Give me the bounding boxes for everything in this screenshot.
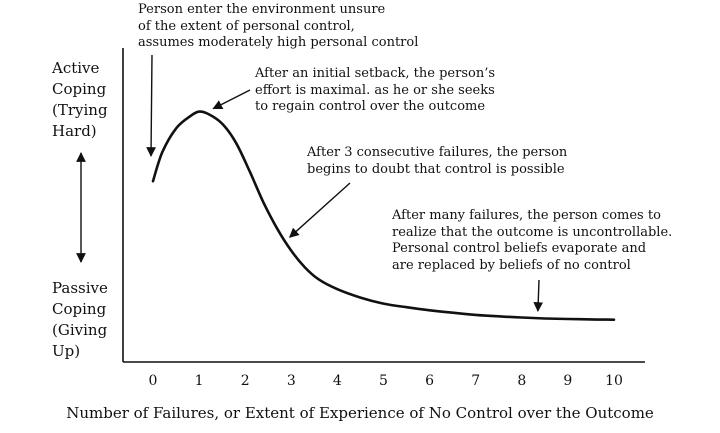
x-tick-label: 4 bbox=[332, 373, 342, 389]
y-label-passive-coping: Passive Coping (Giving Up) bbox=[52, 278, 108, 362]
x-tick-label: 5 bbox=[379, 373, 388, 389]
y-label-line: Passive bbox=[52, 279, 108, 297]
annotation-line: are replaced by beliefs of no control bbox=[392, 257, 631, 273]
annotation-line: Personal control beliefs evaporate and bbox=[392, 241, 647, 256]
annotation-line: After 3 consecutive failures, the person bbox=[307, 145, 568, 160]
annotation-line: of the extent of personal control, bbox=[138, 18, 355, 34]
annotation-arrow bbox=[212, 89, 251, 110]
annotation-arrow bbox=[146, 54, 156, 157]
coping-curve bbox=[151, 110, 616, 321]
annotation-line: After an initial setback, the person’s bbox=[255, 66, 496, 81]
x-tick-label: 10 bbox=[605, 373, 623, 389]
y-label-line: (Trying bbox=[52, 101, 108, 119]
y-label-line: Coping bbox=[52, 300, 107, 318]
x-tick-label: 1 bbox=[194, 373, 204, 389]
y-label-line: (Giving bbox=[52, 321, 108, 339]
annotation-line: realize that the outcome is uncontrollab… bbox=[392, 224, 673, 240]
x-tick-label: 6 bbox=[425, 373, 435, 389]
y-label-line: Up) bbox=[52, 342, 81, 360]
annotation-arrow bbox=[533, 279, 544, 312]
x-axis-title: Number of Failures, or Extent of Experie… bbox=[66, 404, 654, 422]
annotation-line: effort is maximal. as he or she seeks bbox=[255, 82, 495, 98]
x-tick-label: 3 bbox=[286, 373, 296, 389]
annotation-line: assumes moderately high personal control bbox=[138, 35, 419, 50]
x-tick-label: 7 bbox=[471, 373, 481, 389]
annotation-line: Person enter the environment unsure bbox=[138, 2, 386, 17]
annotation-line: After many failures, the person comes to bbox=[392, 208, 661, 223]
annotation-arrow bbox=[288, 182, 351, 238]
annotation-no-control: After many failures, the person comes to… bbox=[392, 208, 672, 274]
x-tick-label: 9 bbox=[563, 373, 573, 389]
annotation-line: begins to doubt that control is possible bbox=[307, 161, 565, 177]
x-tick-label: 8 bbox=[517, 373, 527, 389]
y-label-line: Coping bbox=[52, 80, 107, 98]
annotation-initial-entry: Person enter the environment unsure of t… bbox=[138, 2, 418, 52]
y-label-line: Hard) bbox=[52, 122, 97, 140]
y-label-active-coping: Active Coping (Trying Hard) bbox=[52, 58, 108, 142]
annotation-line: to regain control over the outcome bbox=[255, 99, 486, 114]
x-tick-label: 2 bbox=[240, 373, 250, 389]
annotation-doubt: After 3 consecutive failures, the person… bbox=[307, 145, 567, 178]
x-tick-label: 0 bbox=[148, 373, 158, 389]
annotation-maximal-effort: After an initial setback, the person’s e… bbox=[255, 66, 495, 116]
y-label-line: Active bbox=[52, 59, 100, 77]
